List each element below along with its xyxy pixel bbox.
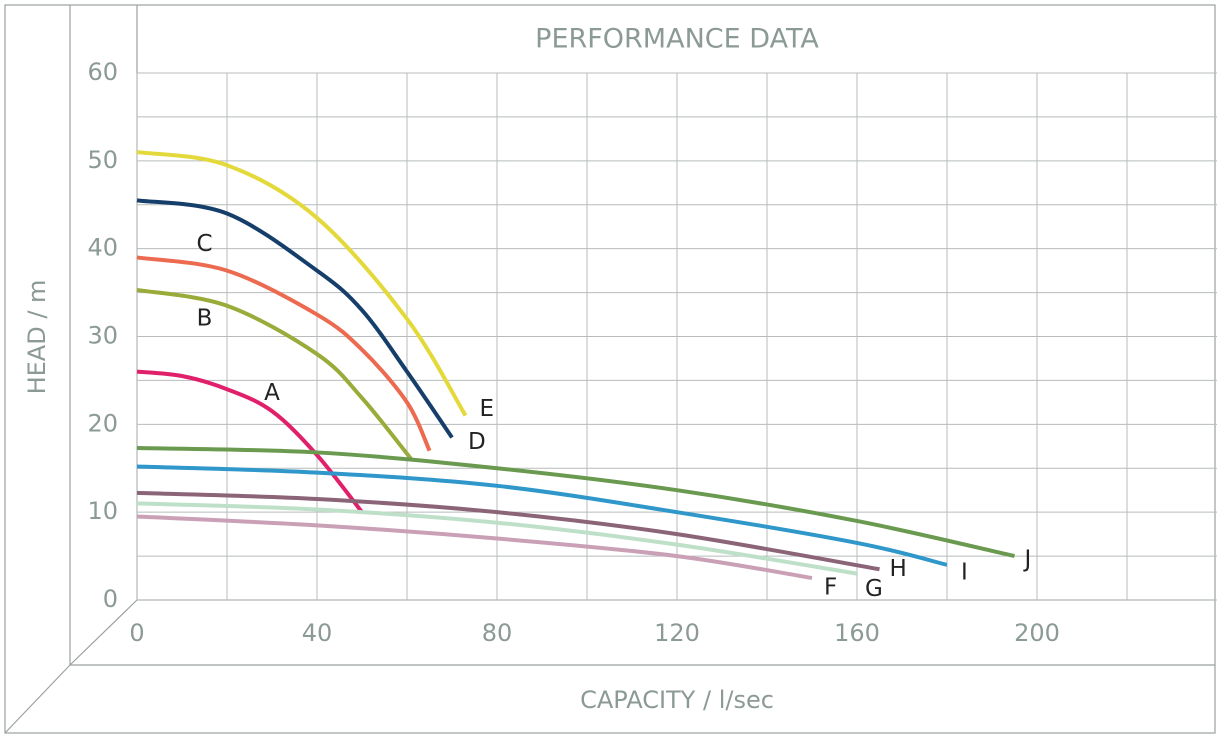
x-tick-label: 160 (834, 619, 880, 647)
series-label: G (865, 576, 883, 602)
line-series (136, 255, 432, 452)
y-tick-label: 50 (87, 146, 118, 174)
line-series (136, 514, 813, 581)
x-axis-label: CAPACITY / l/sec (580, 686, 774, 714)
line-series (136, 150, 468, 417)
frame (4, 664, 71, 734)
y-tick-label: 60 (87, 58, 118, 86)
line-series (136, 464, 948, 567)
line-series (136, 490, 880, 572)
y-tick-label: 20 (87, 409, 118, 437)
x-tick-label: 80 (482, 619, 513, 647)
frame (4, 4, 1216, 734)
chart-title: PERFORMANCE DATA (535, 24, 819, 55)
series-label: H (890, 556, 907, 582)
line-series (136, 198, 454, 439)
line-series (136, 369, 364, 514)
line-series (136, 446, 1015, 559)
series-label: J (1023, 547, 1032, 573)
frame (69, 599, 138, 666)
line-series (136, 501, 858, 576)
x-tick-label: 40 (302, 619, 333, 647)
series-label: I (961, 559, 968, 585)
x-tick-label: 0 (129, 619, 144, 647)
series-label: D (468, 429, 486, 455)
x-tick-label: 200 (1014, 619, 1060, 647)
series-label: E (480, 396, 495, 422)
y-tick-label: 40 (87, 234, 118, 262)
series-label: A (264, 380, 280, 406)
line-series (136, 287, 414, 461)
y-tick-label: 0 (103, 585, 118, 613)
x-tick-label: 120 (654, 619, 700, 647)
y-tick-label: 30 (87, 322, 118, 350)
series-label: C (196, 231, 212, 257)
y-tick-label: 10 (87, 497, 118, 525)
series-label: B (197, 305, 213, 331)
y-axis-label: HEAD / m (23, 280, 51, 395)
series-label: F (824, 575, 837, 601)
